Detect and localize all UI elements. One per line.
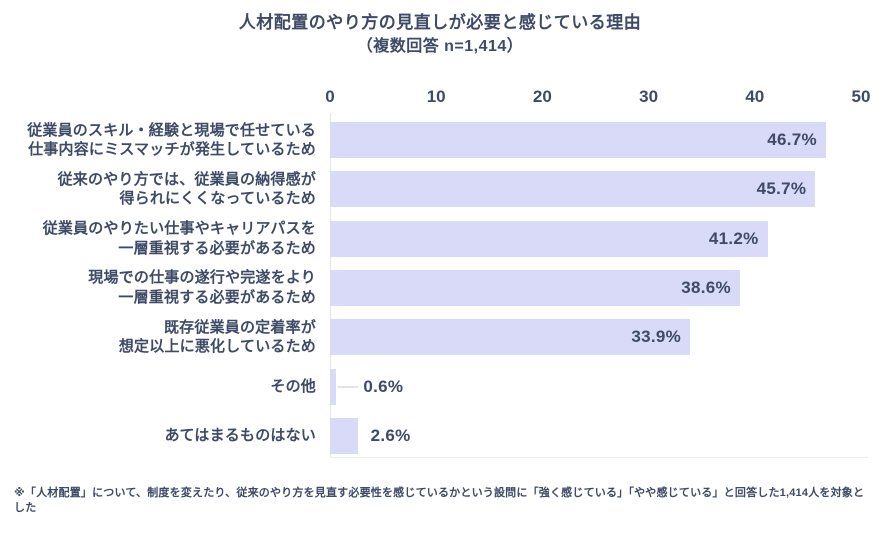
value-label: 45.7% [756, 179, 807, 199]
bar-row: 現場での仕事の遂行や完遂をより 一層重視する必要があるため 38.6% [0, 269, 880, 306]
value-label: 46.7% [767, 130, 817, 149]
bar-row: あてはまるものはない 2.6% [0, 417, 880, 454]
category-label: 従業員のスキル・経験と現場で任せている 仕事内容にミスマッチが発生しているため [27, 121, 316, 159]
x-axis-tick: 40 [745, 87, 765, 106]
x-axis-tick: 50 [851, 87, 871, 106]
category-label: 従業員のやりたい仕事やキャリアパスを 一層重視する必要があるため [42, 220, 316, 257]
chart-title: 人材配置のやり方の見直しが必要と感じている理由 [238, 13, 642, 32]
leader-line [338, 385, 359, 388]
bar [330, 171, 816, 208]
bar-row: その他 0.6% [0, 368, 880, 405]
chart-subtitle: （複数回答 n=1,414） [356, 38, 524, 55]
category-label: 従来のやり方では、従業員の納得感が 得られにくくなっているため [57, 170, 316, 208]
bar-row: 既存従業員の定着率が 想定以上に悪化しているため 33.9% [0, 318, 880, 356]
bar [330, 417, 358, 454]
value-label: 38.6% [681, 277, 731, 297]
bar [330, 220, 768, 257]
bar-row: 従来のやり方では、従業員の納得感が 得られにくくなっているため 45.7% [0, 170, 880, 208]
x-axis-tick: 20 [532, 87, 552, 106]
bar [330, 269, 740, 306]
bar [330, 319, 691, 356]
value-label: 41.2% [708, 228, 759, 248]
value-label: 2.6% [370, 425, 411, 445]
category-label: あてはまるものはない [164, 427, 316, 445]
bar [330, 368, 337, 405]
footnote: ※「人材配置」について、制度を変えたり、従来のやり方を見直す必要性を感じているか… [14, 487, 865, 514]
x-baseline [330, 457, 868, 458]
x-axis-tick: 0 [325, 87, 335, 106]
category-label: 現場での仕事の遂行や完遂をより 一層重視する必要があるため [88, 269, 316, 306]
x-axis-tick: 10 [426, 87, 446, 106]
bar-row: 従業員のやりたい仕事やキャリアパスを 一層重視する必要があるため 41.2% [0, 220, 880, 257]
bar-row: 従業員のスキル・経験と現場で任せている 仕事内容にミスマッチが発生しているため … [0, 122, 880, 158]
category-label: 既存従業員の定着率が 想定以上に悪化しているため [118, 318, 316, 356]
bar [330, 122, 826, 158]
x-axis-tick: 30 [639, 87, 659, 106]
category-label: その他 [270, 377, 316, 395]
value-label: 0.6% [363, 376, 404, 396]
value-label: 33.9% [631, 327, 682, 347]
chart-title-block: 人材配置のやり方の見直しが必要と感じている理由 （複数回答 n=1,414） [0, 10, 880, 58]
